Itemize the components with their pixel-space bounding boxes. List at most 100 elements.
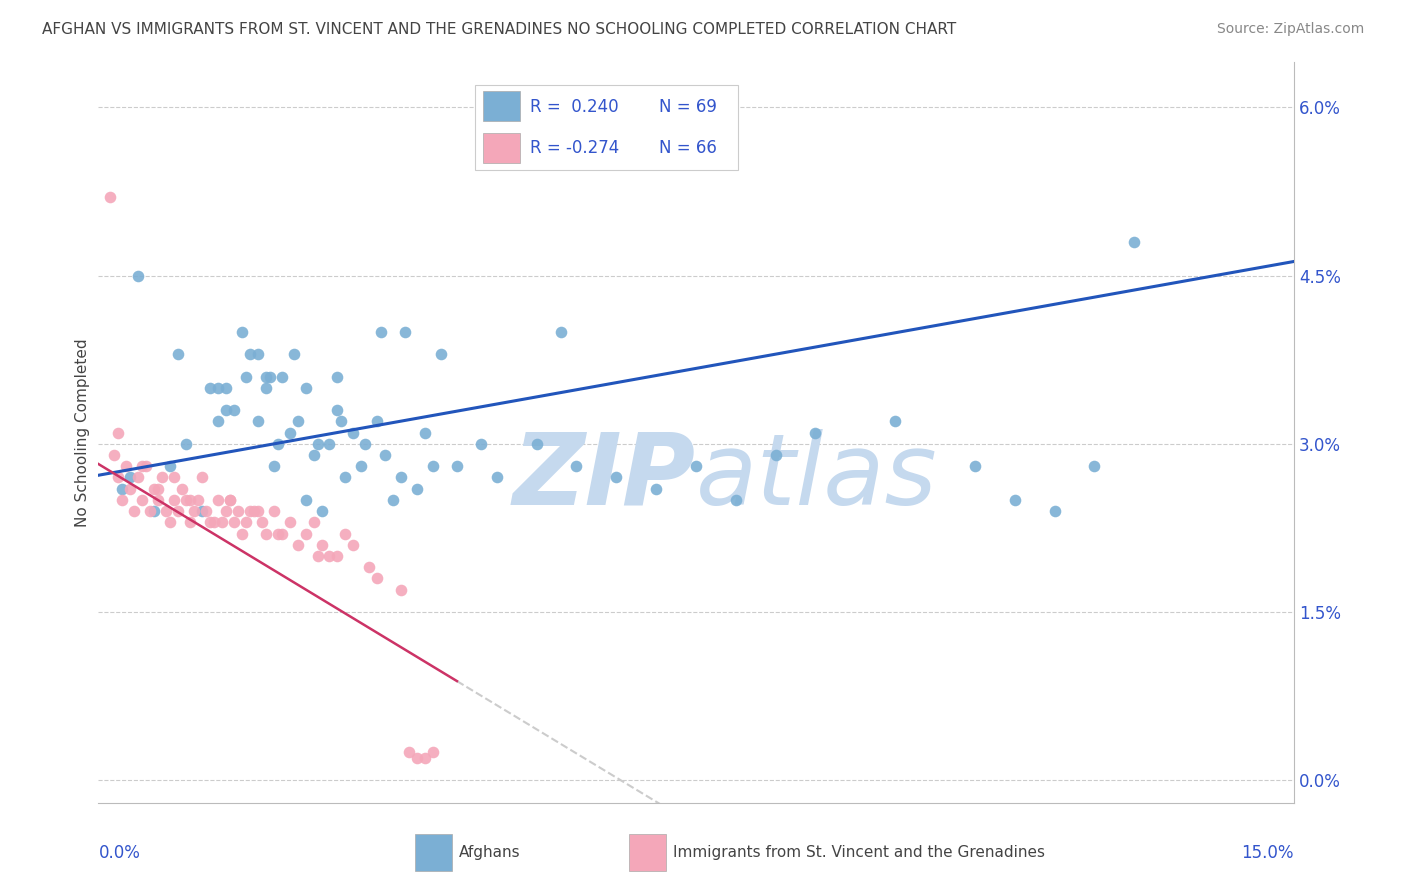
Point (330, 414, 353, 428)
Point (294, 492, 316, 507)
Point (159, 516, 181, 530)
Point (191, 470, 214, 484)
Point (231, 325, 253, 339)
Point (406, 751, 429, 765)
Point (724, 492, 747, 507)
Point (370, 325, 392, 339)
Point (163, 492, 186, 507)
Point (550, 325, 572, 339)
Point (354, 437, 377, 451)
Point (398, 745, 420, 759)
Point (239, 504, 262, 518)
Point (287, 538, 309, 552)
Point (179, 492, 201, 507)
Point (211, 516, 233, 530)
Point (294, 381, 316, 395)
Point (270, 526, 292, 541)
Point (239, 347, 262, 361)
Point (103, 448, 125, 462)
Point (207, 492, 229, 507)
Point (219, 492, 242, 507)
Point (174, 492, 197, 507)
Point (422, 459, 444, 474)
Text: 0.0%: 0.0% (98, 844, 141, 862)
Text: ZIP: ZIP (513, 428, 696, 525)
Point (1004, 492, 1026, 507)
Point (311, 538, 333, 552)
Point (155, 504, 177, 518)
Point (246, 347, 269, 361)
Point (394, 325, 416, 339)
Point (342, 538, 364, 552)
Point (250, 516, 273, 530)
Point (374, 448, 396, 462)
Point (366, 414, 388, 428)
Point (326, 549, 349, 563)
Point (222, 403, 245, 417)
Y-axis label: No Schooling Completed: No Schooling Completed (75, 338, 90, 527)
Point (219, 492, 242, 507)
Point (124, 504, 146, 518)
Point (143, 482, 166, 496)
Point (470, 437, 492, 451)
Point (267, 437, 290, 451)
Point (191, 504, 214, 518)
Point (326, 369, 349, 384)
Point (167, 347, 190, 361)
Point (143, 504, 166, 518)
Point (127, 470, 149, 484)
Point (1123, 235, 1146, 249)
Point (254, 381, 277, 395)
Text: 15.0%: 15.0% (1241, 844, 1294, 862)
Point (195, 504, 218, 518)
Point (259, 369, 281, 384)
Point (765, 448, 787, 462)
Point (283, 347, 305, 361)
Point (254, 526, 277, 541)
Point (198, 516, 221, 530)
Point (207, 414, 229, 428)
Point (318, 549, 340, 563)
Point (120, 470, 142, 484)
Point (963, 459, 986, 474)
Point (131, 492, 153, 507)
Point (565, 459, 588, 474)
Text: Source: ZipAtlas.com: Source: ZipAtlas.com (1216, 22, 1364, 37)
Point (183, 504, 205, 518)
Point (389, 582, 412, 597)
Point (1043, 504, 1066, 518)
Point (98, 190, 122, 204)
Point (246, 504, 269, 518)
Point (111, 482, 134, 496)
Point (645, 482, 668, 496)
Point (526, 437, 548, 451)
Point (307, 437, 329, 451)
Point (111, 492, 134, 507)
Point (278, 425, 301, 440)
Point (359, 560, 381, 574)
Point (107, 470, 129, 484)
Point (335, 526, 357, 541)
Point (382, 492, 405, 507)
Point (135, 459, 157, 474)
Point (215, 504, 238, 518)
Point (187, 492, 209, 507)
Point (107, 425, 129, 440)
Point (222, 516, 245, 530)
Point (120, 482, 142, 496)
Point (226, 504, 249, 518)
Point (254, 369, 277, 384)
Point (235, 516, 257, 530)
Point (804, 425, 827, 440)
Point (115, 459, 138, 474)
Point (198, 381, 221, 395)
Point (366, 571, 388, 585)
Point (231, 526, 253, 541)
Point (270, 369, 292, 384)
Point (326, 403, 349, 417)
Point (263, 459, 285, 474)
Point (207, 381, 229, 395)
Point (318, 437, 340, 451)
Point (446, 459, 468, 474)
Point (413, 425, 436, 440)
